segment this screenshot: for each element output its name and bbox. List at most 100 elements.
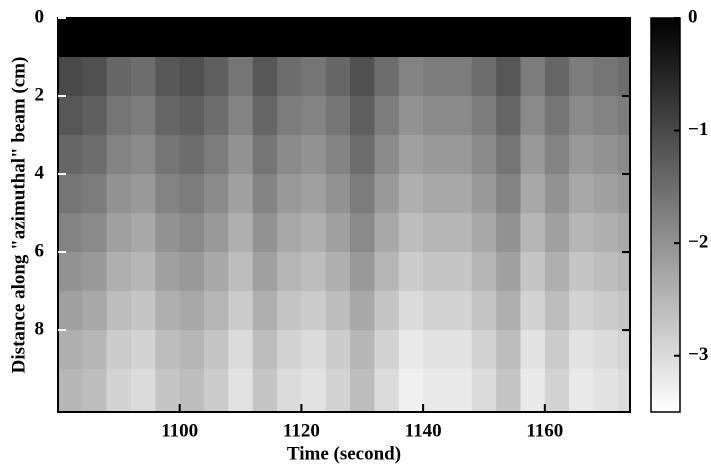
heat-cell <box>398 369 424 412</box>
heat-cell <box>204 291 229 331</box>
heat-cell <box>496 369 521 412</box>
heat-cell <box>471 174 497 214</box>
heat-cell <box>496 18 521 58</box>
heat-cell <box>569 96 594 136</box>
heat-cell <box>131 369 156 412</box>
heat-cell <box>350 135 375 175</box>
colorbar-tick-label: −2 <box>688 232 708 253</box>
heat-cell <box>82 174 108 214</box>
heat-cell <box>325 369 351 412</box>
heat-cell <box>520 174 546 214</box>
heat-cell <box>398 174 424 214</box>
heat-cell <box>398 213 424 253</box>
heat-cell <box>593 57 619 97</box>
heat-cell <box>617 369 630 412</box>
heat-cell <box>447 96 473 136</box>
heat-cell <box>471 57 497 97</box>
heat-cell <box>544 252 570 292</box>
heat-cell <box>520 330 546 370</box>
heat-cell <box>277 330 302 370</box>
heat-cell <box>350 174 375 214</box>
heat-cell <box>277 57 302 97</box>
heat-cell <box>520 57 546 97</box>
heat-cell <box>447 291 473 331</box>
heat-cell <box>544 57 570 97</box>
heat-cell <box>398 18 424 58</box>
heat-cell <box>350 291 375 331</box>
x-tick-label: 1100 <box>161 420 198 441</box>
heat-cell <box>179 213 205 253</box>
heat-cell <box>325 252 351 292</box>
heat-cell <box>58 18 83 58</box>
heat-cell <box>350 57 375 97</box>
heat-cell <box>131 96 156 136</box>
heat-cell <box>179 330 205 370</box>
heat-cell <box>617 213 630 253</box>
heat-cell <box>155 291 181 331</box>
heat-cell <box>179 291 205 331</box>
colorbar-tick-label: −3 <box>688 344 708 365</box>
heat-cell <box>423 135 448 175</box>
heat-cell <box>569 252 594 292</box>
heat-cell <box>423 174 448 214</box>
heat-cell <box>179 135 205 175</box>
heat-cell <box>617 291 630 331</box>
heat-cell <box>131 330 156 370</box>
heat-cell <box>179 96 205 136</box>
heat-cell <box>350 18 375 58</box>
x-axis-label: Time (second) <box>287 443 401 464</box>
heat-cell <box>496 57 521 97</box>
heat-cell <box>593 96 619 136</box>
heat-cell <box>496 96 521 136</box>
y-tick-label: 2 <box>35 84 45 105</box>
heat-cell <box>496 213 521 253</box>
heat-cell <box>301 57 327 97</box>
heat-cell <box>82 291 108 331</box>
x-tick-label: 1140 <box>405 420 442 441</box>
heat-cell <box>593 369 619 412</box>
heat-cell <box>58 135 83 175</box>
heat-cell <box>471 252 497 292</box>
heat-cell <box>277 291 302 331</box>
heat-cell <box>301 369 327 412</box>
heat-cell <box>520 96 546 136</box>
heat-cell <box>228 330 254 370</box>
x-tick-label: 1160 <box>526 420 563 441</box>
heat-cell <box>131 18 156 58</box>
heat-cell <box>204 330 229 370</box>
heat-cell <box>398 291 424 331</box>
heat-cell <box>544 135 570 175</box>
heat-cell <box>82 18 108 58</box>
heat-cell <box>82 135 108 175</box>
heat-cell <box>496 252 521 292</box>
heat-cell <box>423 213 448 253</box>
heat-cell <box>447 18 473 58</box>
heat-cell <box>398 57 424 97</box>
heat-cell <box>520 213 546 253</box>
heat-cell <box>252 18 278 58</box>
heat-cell <box>301 330 327 370</box>
x-tick-label: 1120 <box>283 420 320 441</box>
heat-cell <box>447 369 473 412</box>
heat-cell <box>131 135 156 175</box>
heat-cell <box>423 96 448 136</box>
heat-cell <box>179 18 205 58</box>
heat-cell <box>204 57 229 97</box>
heat-cell <box>350 330 375 370</box>
heat-cell <box>471 291 497 331</box>
heat-cell <box>496 135 521 175</box>
heat-cell <box>593 291 619 331</box>
heat-cell <box>447 330 473 370</box>
heat-cell <box>447 57 473 97</box>
heat-cell <box>58 369 83 412</box>
heat-cell <box>471 18 497 58</box>
heat-cell <box>569 213 594 253</box>
heat-cell <box>204 135 229 175</box>
heat-cell <box>82 252 108 292</box>
y-tick-label: 4 <box>35 162 45 183</box>
heat-cell <box>179 57 205 97</box>
heat-cell <box>569 135 594 175</box>
heat-cell <box>301 291 327 331</box>
heat-cell <box>471 330 497 370</box>
heat-cell <box>374 330 400 370</box>
